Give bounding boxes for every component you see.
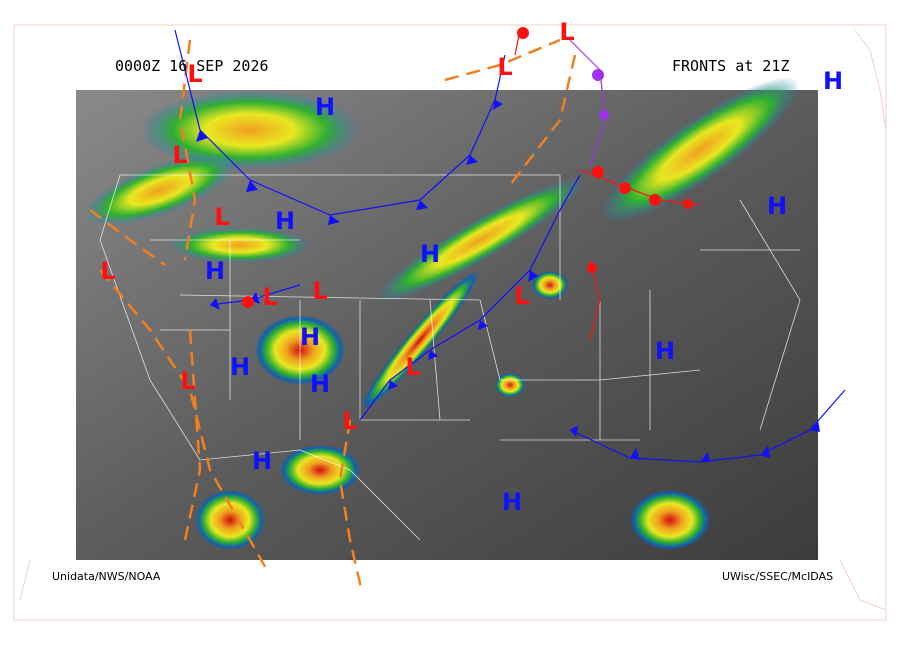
pressure-center: H <box>767 192 787 220</box>
state-borders <box>99 174 801 541</box>
pressure-center: L <box>559 18 574 46</box>
pressure-center: H <box>205 257 225 285</box>
pressure-center: H <box>655 337 675 365</box>
pressure-center: L <box>514 282 529 310</box>
pressure-center: H <box>300 323 320 351</box>
valid-time: 0000Z 16 SEP 2026 <box>115 57 269 75</box>
fronts-time: FRONTS at 21Z <box>672 57 789 75</box>
cloud-areas <box>84 76 800 550</box>
pressure-center: H <box>230 353 250 381</box>
pressure-center: L <box>100 257 115 285</box>
pressure-center: H <box>310 370 330 398</box>
pressure-center: H <box>252 447 272 475</box>
pressure-center: L <box>180 367 195 395</box>
pressure-center: H <box>502 488 522 516</box>
pressure-center: H <box>420 240 440 268</box>
pressure-center: L <box>187 60 202 88</box>
pressure-center: L <box>172 141 187 169</box>
outer-map-outline <box>13 24 887 621</box>
credit-left: Unidata/NWS/NOAA <box>52 570 161 583</box>
pressure-center: L <box>262 283 277 311</box>
pressure-center: L <box>405 353 420 381</box>
pressure-center: H <box>823 67 843 95</box>
cold-front-teeth <box>196 100 820 462</box>
warm-front-bumps <box>242 27 693 308</box>
troughs <box>89 38 577 593</box>
occluded-front <box>569 39 609 166</box>
pressure-center: L <box>312 277 327 305</box>
pressure-center: L <box>214 203 229 231</box>
pressure-center: L <box>342 407 357 435</box>
pressure-center: L <box>497 53 512 81</box>
pressure-center: H <box>315 93 335 121</box>
credit-right: UWisc/SSEC/McIDAS <box>722 570 833 583</box>
pressure-center: H <box>275 207 295 235</box>
